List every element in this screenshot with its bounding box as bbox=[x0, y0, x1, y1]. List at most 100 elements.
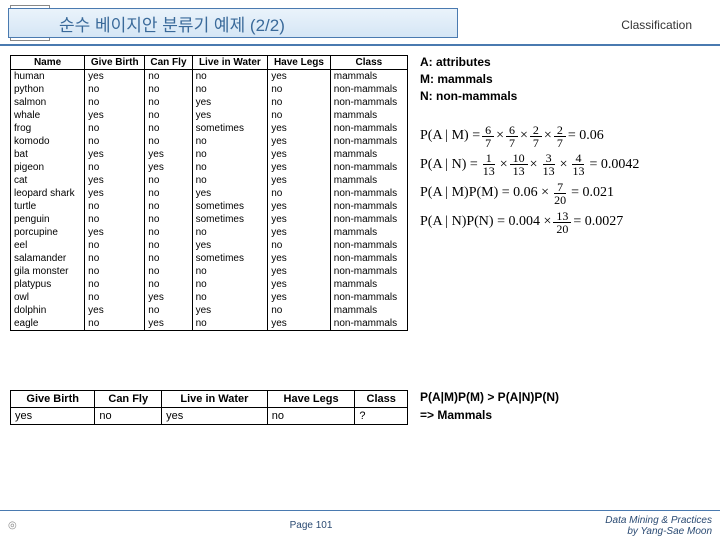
table-cell: leopard shark bbox=[11, 187, 85, 200]
table-cell: no bbox=[85, 96, 145, 109]
table-row: porcupineyesnonoyesmammals bbox=[11, 226, 408, 239]
table-row: eaglenoyesnoyesnon-mammals bbox=[11, 317, 408, 331]
table-header: Have Legs bbox=[268, 56, 331, 70]
table-cell: salmon bbox=[11, 96, 85, 109]
table-cell: non-mammals bbox=[330, 83, 407, 96]
conclusion-condition: P(A|M)P(M) > P(A|N)P(N) bbox=[420, 388, 559, 406]
data-table: NameGive BirthCan FlyLive in WaterHave L… bbox=[10, 55, 408, 331]
table-cell: no bbox=[145, 200, 192, 213]
legend-m: M: mammals bbox=[420, 72, 708, 86]
table-cell: sometimes bbox=[192, 122, 268, 135]
table-cell: no bbox=[85, 252, 145, 265]
table-cell: whale bbox=[11, 109, 85, 122]
table-cell: mammals bbox=[330, 109, 407, 122]
table-header: Can Fly bbox=[145, 56, 192, 70]
table-cell: no bbox=[145, 278, 192, 291]
table-cell: porcupine bbox=[11, 226, 85, 239]
table-row: eelnonoyesnonon-mammals bbox=[11, 239, 408, 252]
table-cell: no bbox=[145, 213, 192, 226]
legend: A: attributes M: mammals N: non-mammals bbox=[420, 55, 708, 103]
table-cell: komodo bbox=[11, 135, 85, 148]
table-cell: no bbox=[145, 174, 192, 187]
query-header: Have Legs bbox=[267, 391, 355, 408]
table-row: catyesnonoyesmammals bbox=[11, 174, 408, 187]
table-row: pigeonnoyesnoyesnon-mammals bbox=[11, 161, 408, 174]
formula-pan: P(A | N) = 113× 1013× 313× 413 = 0.0042 bbox=[420, 152, 708, 179]
table-cell: mammals bbox=[330, 278, 407, 291]
table-cell: no bbox=[85, 213, 145, 226]
table-cell: frog bbox=[11, 122, 85, 135]
table-cell: non-mammals bbox=[330, 135, 407, 148]
table-cell: no bbox=[192, 291, 268, 304]
logo-icon: ◎ bbox=[8, 520, 17, 531]
query-cell: ? bbox=[355, 408, 408, 425]
table-cell: yes bbox=[268, 122, 331, 135]
table-cell: non-mammals bbox=[330, 200, 407, 213]
table-cell: python bbox=[11, 83, 85, 96]
table-cell: mammals bbox=[330, 174, 407, 187]
query-header: Class bbox=[355, 391, 408, 408]
table-cell: yes bbox=[268, 252, 331, 265]
formula-pam: P(A | M) = 67× 67× 27× 27 = 0.06 bbox=[420, 123, 708, 150]
table-cell: no bbox=[85, 122, 145, 135]
table-cell: no bbox=[192, 265, 268, 278]
table-header: Class bbox=[330, 56, 407, 70]
table-cell: no bbox=[192, 161, 268, 174]
table-cell: no bbox=[145, 304, 192, 317]
conclusion: P(A|M)P(M) > P(A|N)P(N) => Mammals bbox=[420, 388, 559, 424]
table-cell: yes bbox=[85, 226, 145, 239]
table-cell: yes bbox=[145, 148, 192, 161]
conclusion-result: => Mammals bbox=[420, 406, 559, 424]
table-cell: no bbox=[145, 135, 192, 148]
table-cell: no bbox=[268, 96, 331, 109]
table-row: frognonosometimesyesnon-mammals bbox=[11, 122, 408, 135]
table-cell: no bbox=[145, 109, 192, 122]
legend-n: N: non-mammals bbox=[420, 89, 708, 103]
table-cell: yes bbox=[192, 239, 268, 252]
table-cell: yes bbox=[268, 135, 331, 148]
table-row: turtlenonosometimesyesnon-mammals bbox=[11, 200, 408, 213]
table-cell: yes bbox=[268, 226, 331, 239]
table-cell: no bbox=[145, 70, 192, 84]
table-cell: yes bbox=[145, 291, 192, 304]
table-cell: no bbox=[85, 265, 145, 278]
query-table: Give BirthCan FlyLive in WaterHave LegsC… bbox=[10, 390, 408, 425]
table-cell: no bbox=[145, 122, 192, 135]
table-cell: sometimes bbox=[192, 213, 268, 226]
table-cell: non-mammals bbox=[330, 122, 407, 135]
header-divider bbox=[0, 44, 720, 46]
table-cell: no bbox=[85, 83, 145, 96]
table-cell: non-mammals bbox=[330, 317, 407, 331]
table-row: komodonononoyesnon-mammals bbox=[11, 135, 408, 148]
query-cell: yes bbox=[11, 408, 95, 425]
table-row: leopard sharkyesnoyesnonon-mammals bbox=[11, 187, 408, 200]
table-cell: no bbox=[145, 239, 192, 252]
table-row: owlnoyesnoyesnon-mammals bbox=[11, 291, 408, 304]
table-row: gila monsternononoyesnon-mammals bbox=[11, 265, 408, 278]
table-cell: yes bbox=[85, 148, 145, 161]
table-cell: no bbox=[145, 265, 192, 278]
formula-panpn: P(A | N)P(N) = 0.004 × 1320 = 0.0027 bbox=[420, 209, 708, 236]
table-cell: yes bbox=[268, 161, 331, 174]
table-cell: no bbox=[145, 83, 192, 96]
table-header: Live in Water bbox=[192, 56, 268, 70]
table-cell: no bbox=[192, 317, 268, 331]
table-cell: human bbox=[11, 70, 85, 84]
legend-a: A: attributes bbox=[420, 55, 708, 69]
table-row: penguinnonosometimesyesnon-mammals bbox=[11, 213, 408, 226]
table-cell: yes bbox=[85, 187, 145, 200]
table-cell: yes bbox=[192, 187, 268, 200]
table-cell: no bbox=[192, 174, 268, 187]
page-number: Page 101 bbox=[290, 520, 333, 531]
table-cell: yes bbox=[268, 317, 331, 331]
table-cell: non-mammals bbox=[330, 213, 407, 226]
table-cell: yes bbox=[268, 278, 331, 291]
table-cell: no bbox=[85, 317, 145, 331]
table-cell: no bbox=[145, 96, 192, 109]
table-cell: yes bbox=[85, 304, 145, 317]
table-cell: sometimes bbox=[192, 200, 268, 213]
table-cell: cat bbox=[11, 174, 85, 187]
table-cell: mammals bbox=[330, 226, 407, 239]
table-cell: non-mammals bbox=[330, 265, 407, 278]
table-cell: no bbox=[192, 70, 268, 84]
